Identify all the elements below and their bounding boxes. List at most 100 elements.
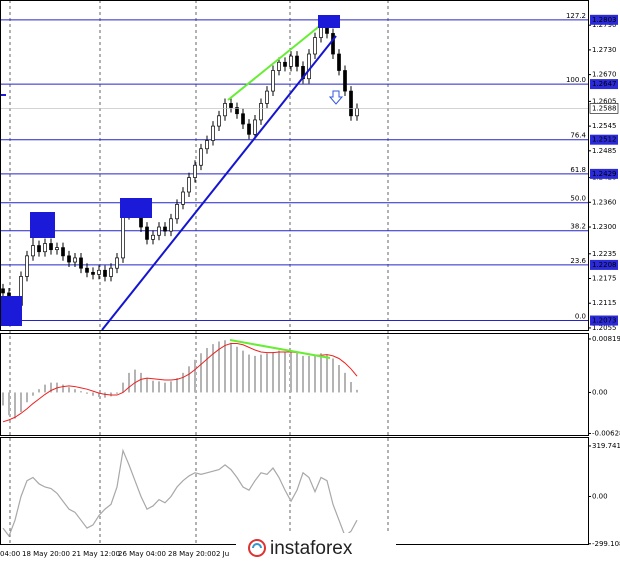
candle-body <box>223 103 227 117</box>
macd-bar <box>224 340 226 393</box>
trend-line <box>101 35 337 331</box>
macd-bar <box>296 353 298 393</box>
macd-bar <box>194 359 196 393</box>
down-arrow <box>328 90 344 105</box>
candle-body <box>121 214 125 259</box>
watermark-logo-arc <box>252 543 262 549</box>
price-tag-box <box>589 103 619 114</box>
candle-body <box>181 191 185 205</box>
price-tag-label: 1.2588 <box>592 104 617 112</box>
macd-bar <box>134 369 136 393</box>
fib-level-label: 100.0 <box>566 76 586 84</box>
x-tick-label: 04:00 <box>0 550 20 558</box>
y-tick-label: 1.2605 <box>592 97 617 105</box>
candle-body <box>235 107 239 115</box>
macd-bar <box>284 351 286 393</box>
price-tag-box <box>590 259 618 270</box>
macd-bar <box>14 392 16 419</box>
candle-body <box>259 103 263 121</box>
macd-bar <box>68 387 70 393</box>
y-tick-label: 1.2730 <box>592 46 617 54</box>
fib-level-label: 127.2 <box>566 12 586 20</box>
macd-bar <box>80 391 82 393</box>
candle-body <box>91 271 95 275</box>
y-tick-label: 1.2670 <box>592 71 617 79</box>
candle-body <box>241 113 245 125</box>
macd-bar <box>176 378 178 393</box>
macd-bar <box>278 350 280 393</box>
candle-body <box>115 257 119 269</box>
macd-bar <box>230 342 232 393</box>
price-tag-box <box>590 79 618 90</box>
macd-bar <box>164 382 166 393</box>
watermark: instaforex <box>236 533 396 563</box>
macd-bar <box>74 389 76 393</box>
candle-body <box>163 226 167 232</box>
divergence-line <box>227 19 328 101</box>
x-tick-label: 2 Ju <box>216 550 229 558</box>
watermark-box <box>236 533 396 563</box>
y-tick-label: 1.2485 <box>592 147 617 155</box>
macd-bar <box>290 351 292 393</box>
y-tick-label: 0.00 <box>592 388 608 396</box>
candle-body <box>43 243 47 253</box>
candle-body <box>1 288 5 294</box>
candle-body <box>229 103 233 108</box>
candle-body <box>289 55 293 67</box>
candle-body <box>31 245 35 257</box>
macd-bar <box>314 354 316 393</box>
candle-body <box>205 140 209 150</box>
macd-bar <box>242 350 244 393</box>
marker-box <box>318 15 340 28</box>
x-tick-label: 28 May 20:00 <box>168 550 216 558</box>
y-tick-label: 1.2300 <box>592 223 617 231</box>
macd-bar <box>338 365 340 393</box>
price-tag-box <box>590 14 618 25</box>
macd-bar <box>260 354 262 393</box>
fib-level-label: 61.8 <box>570 166 586 174</box>
y-tick-label: 1.2235 <box>592 250 617 258</box>
macd-bar <box>2 392 4 406</box>
candle-body <box>157 226 161 236</box>
y-tick-label: 1.2545 <box>592 122 617 130</box>
candle-body <box>331 33 335 55</box>
candle-body <box>307 53 311 80</box>
x-tick-label: 21 May 12:00 <box>72 550 120 558</box>
macd-bar <box>44 384 46 393</box>
price-tag-label: 1.2512 <box>592 136 617 144</box>
macd-bar <box>128 372 130 393</box>
candle-body <box>61 247 65 257</box>
candle-body <box>355 108 359 117</box>
macd-bar <box>122 382 124 393</box>
fib-level-label: 50.0 <box>570 195 586 203</box>
candle-body <box>193 164 197 178</box>
candle-body <box>79 257 83 269</box>
candle-body <box>343 70 347 92</box>
x-tick-label: 26 May 04:00 <box>118 550 166 558</box>
macd-panel-frame <box>0 333 589 436</box>
candle-body <box>97 269 101 275</box>
y-tick-label: -299.108 <box>592 540 620 548</box>
macd-bar <box>200 353 202 393</box>
price-tag-box <box>590 134 618 145</box>
macd-bar <box>344 372 346 393</box>
macd-bar <box>98 392 100 398</box>
macd-bar <box>26 392 28 403</box>
macd-bar <box>62 384 64 393</box>
y-tick-label: 1.2360 <box>592 198 617 206</box>
marker-box <box>120 198 152 218</box>
macd-bar <box>236 346 238 393</box>
axes-layer: 1.2790 1.2730 1.2670 1.2605 1.2545 1.2485 1.24… <box>0 14 620 558</box>
macd-bar <box>326 354 328 393</box>
candle-body <box>295 55 299 67</box>
candle-body <box>337 53 341 71</box>
macd-bar <box>50 382 52 393</box>
macd-bar <box>86 392 88 394</box>
candle-body <box>169 218 173 232</box>
fib-level-label: 76.4 <box>570 132 586 140</box>
price-tag-label: 1.2073 <box>592 317 617 325</box>
candle-body <box>49 243 53 251</box>
macd-bar <box>146 378 148 393</box>
candle-body <box>37 245 41 253</box>
candle-body <box>85 267 89 273</box>
